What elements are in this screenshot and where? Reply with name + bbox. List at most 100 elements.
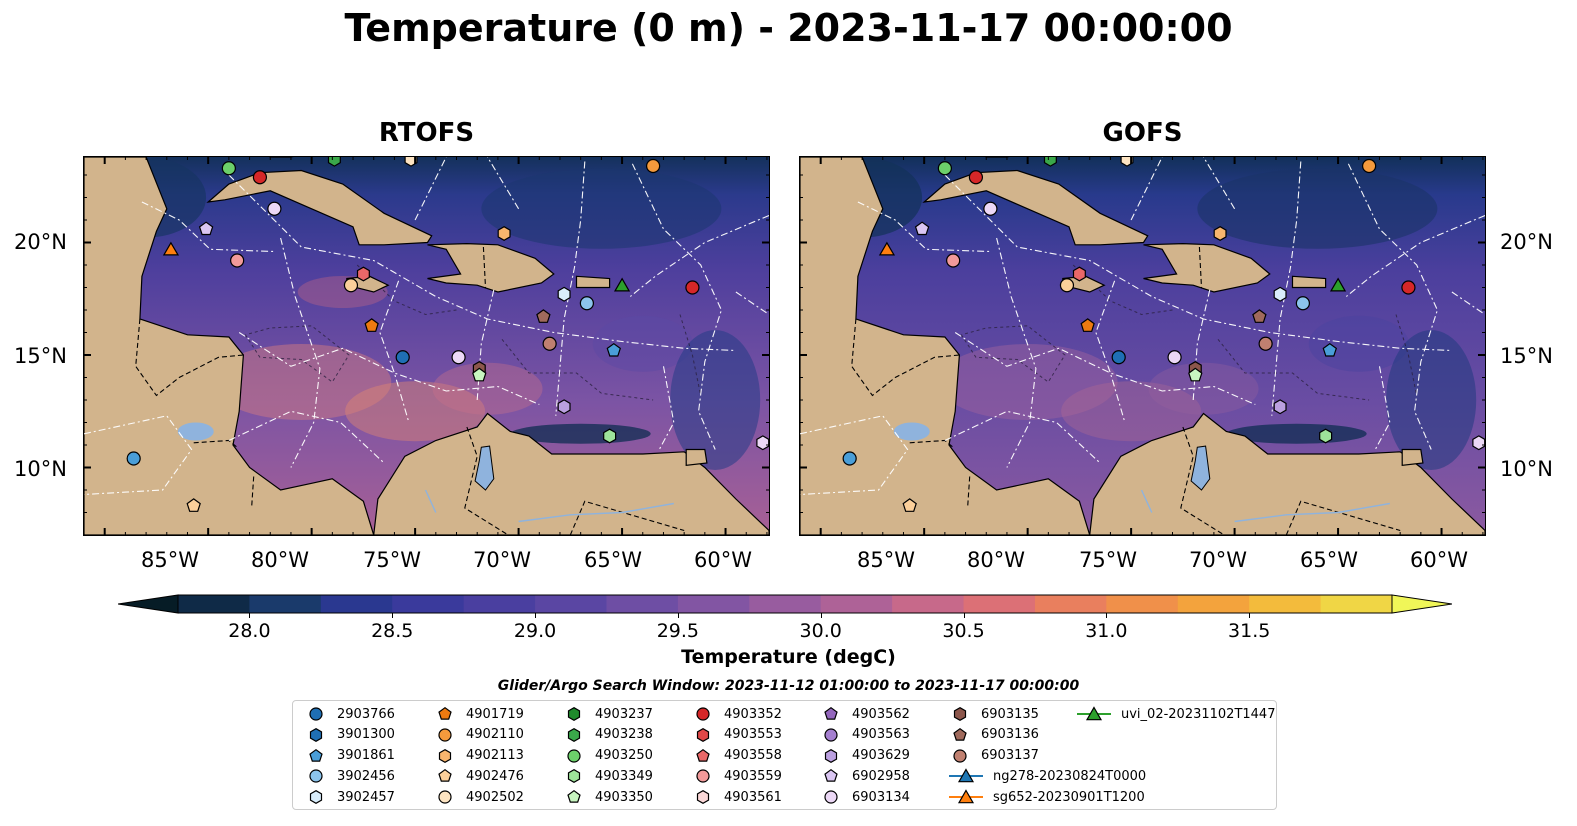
colorbar-tick-label: 31.5	[1228, 620, 1271, 642]
float-marker	[1258, 336, 1273, 351]
float-marker	[1080, 318, 1095, 332]
legend-label: 4903629	[852, 748, 910, 764]
temperature-colorbar	[118, 594, 1452, 614]
float-marker	[603, 428, 617, 444]
lon-label-60w-rtofs: 60°W	[694, 548, 752, 572]
float-marker	[252, 170, 268, 185]
colorbar-segment	[677, 595, 750, 613]
legend-marker-icon	[696, 790, 710, 805]
float-marker	[842, 451, 857, 466]
eez-boundary	[944, 174, 1452, 352]
eez-boundary	[238, 332, 540, 406]
legend-marker-icon	[438, 769, 452, 783]
eez-boundary	[487, 157, 520, 210]
float-marker	[1252, 309, 1267, 323]
legend-item: ng278-20230824T0000	[949, 766, 1146, 786]
lake-nicaragua	[177, 422, 214, 441]
eez-boundary	[1095, 280, 1126, 423]
legend-item: 4903561	[692, 787, 782, 807]
temperature-anomaly-patch	[1197, 168, 1438, 249]
trinidad-landmass	[1401, 448, 1424, 466]
country-border	[464, 426, 509, 535]
colorbar-tick	[535, 613, 537, 618]
legend-marker-icon	[567, 748, 581, 763]
colorbar-under-arrow	[118, 594, 179, 614]
legend-label: sg652-20230901T1200	[993, 789, 1145, 805]
lon-label-70w-rtofs: 70°W	[473, 548, 531, 572]
float-marker	[404, 157, 418, 167]
eez-boundary	[414, 157, 447, 221]
country-border	[482, 246, 487, 288]
legend-marker-icon	[824, 769, 838, 783]
legend-label: 4902110	[466, 727, 524, 743]
legend-item: 6903134	[820, 787, 910, 807]
float-marker	[946, 253, 961, 268]
eez-boundary	[800, 415, 909, 496]
legend-marker-icon	[309, 727, 323, 742]
cuba-landmass	[206, 169, 433, 246]
float-marker	[937, 161, 952, 176]
legend-item: 3901861	[305, 746, 395, 766]
colorbar-tick-label: 29.5	[656, 620, 700, 642]
float-marker	[230, 253, 245, 268]
float-marker	[902, 498, 917, 512]
colorbar-tick-label: 30.0	[799, 620, 842, 642]
lat-label-15n-right: 15°N	[1500, 344, 1553, 368]
float-marker	[1273, 399, 1287, 415]
float-marker	[557, 286, 571, 302]
float-marker	[685, 280, 700, 295]
puerto-rico-landmass	[575, 275, 611, 289]
lon-label-70w-gofs: 70°W	[1189, 548, 1247, 572]
river	[1234, 502, 1390, 523]
map-panel-rtofs[interactable]	[83, 156, 770, 536]
float-marker	[1111, 350, 1126, 365]
float-marker	[186, 498, 201, 512]
legend-marker-icon	[696, 707, 710, 721]
figure-title: Temperature (0 m) - 2023-11-17 00:00:00	[344, 6, 1233, 50]
country-border	[967, 476, 971, 509]
float-marker	[1273, 286, 1287, 302]
lat-label-20n-right: 20°N	[1500, 230, 1553, 254]
lon-label-85w-gofs: 85°W	[857, 548, 915, 572]
eez-boundary	[629, 214, 769, 297]
legend-item: 4903238	[563, 725, 653, 745]
legend-item: sg652-20230901T1200	[949, 787, 1145, 807]
float-marker	[1319, 428, 1333, 444]
legend-marker-icon	[438, 728, 452, 742]
legend-label: 6902958	[852, 768, 910, 784]
country-border	[1198, 246, 1203, 288]
float-marker	[756, 435, 769, 451]
colorbar-segment	[820, 595, 893, 613]
map-panel-gofs[interactable]	[799, 156, 1486, 536]
legend-marker-icon	[309, 707, 323, 721]
float-marker	[1472, 435, 1485, 451]
legend-item: 4903250	[563, 746, 653, 766]
temperature-anomaly-patch	[670, 330, 761, 470]
panel-title-rtofs: RTOFS	[378, 118, 475, 148]
legend-item: 4903629	[820, 746, 910, 766]
lat-label-15n-left: 15°N	[14, 344, 67, 368]
lon-label-75w-rtofs: 75°W	[363, 548, 421, 572]
colorbar-tick-label: 28.5	[371, 620, 414, 642]
country-border	[1180, 426, 1225, 535]
colorbar-segment	[963, 595, 1036, 613]
float-marker	[613, 277, 631, 292]
lake-nicaragua	[893, 422, 930, 441]
float-marker	[198, 221, 214, 236]
colorbar-over-arrow	[1391, 594, 1452, 614]
legend-item: 4903558	[692, 746, 782, 766]
float-marker	[606, 342, 622, 357]
legend-item: 4902110	[434, 725, 524, 745]
panel-title-gofs: GOFS	[1102, 118, 1183, 148]
colorbar-segment	[1249, 595, 1322, 613]
float-marker	[162, 241, 180, 256]
country-border	[251, 476, 255, 509]
eez-boundary	[280, 237, 321, 468]
legend-marker-icon	[567, 790, 581, 803]
river	[518, 502, 674, 523]
colorbar-tick	[249, 613, 251, 618]
colorbar-segment	[1106, 595, 1179, 613]
lon-label-60w-gofs: 60°W	[1410, 548, 1468, 572]
colorbar-tick-label: 28.0	[228, 620, 271, 642]
eez-boundary	[1271, 161, 1302, 416]
